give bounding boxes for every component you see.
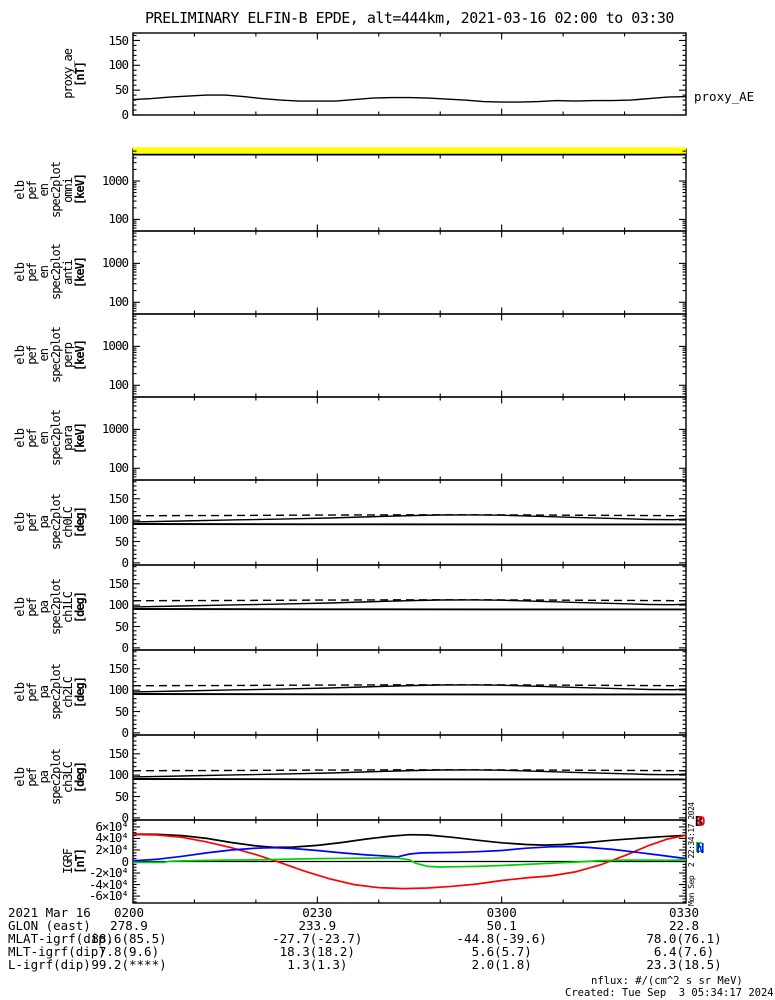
ytick-ch0: 100 — [108, 512, 129, 528]
series-proxy_ae — [132, 94, 687, 103]
series-loss-cone — [132, 684, 687, 693]
time-tick-label: 0300 — [486, 905, 517, 920]
series-anti-loss-cone — [132, 769, 687, 772]
ytick-proxy: 150 — [108, 32, 129, 48]
series-n — [132, 845, 687, 862]
ytick-ch0: 0 — [121, 554, 129, 570]
ytick-ch1: 150 — [108, 575, 129, 591]
omni-saturated-band — [133, 147, 686, 156]
created-timestamp: Created: Tue Sep 3 05:34:17 2024 — [565, 987, 774, 999]
ephemeris-value: 2.0(1.8) — [471, 957, 532, 972]
ephemeris-value: 78.0(76.1) — [646, 931, 722, 946]
ytick-ch1: 0 — [121, 639, 129, 655]
ephemeris-value: 23.3(18.5) — [646, 957, 722, 972]
ephemeris-row-label: MLAT-igrf(dip) — [8, 931, 114, 946]
time-tick-label: 0330 — [668, 905, 700, 920]
ytick-igrf: 4×10⁴ — [95, 830, 129, 846]
ephemeris-value: 1.3(1.3) — [287, 957, 348, 972]
data-curves — [132, 94, 687, 890]
ytick-omni: 100 — [108, 211, 129, 227]
igrf-legend-letter-N: N — [696, 842, 705, 857]
ytick-ch0: 50 — [114, 533, 129, 549]
ytick-igrf: -2×10⁴ — [88, 865, 129, 880]
ephemeris-value: 233.9 — [298, 918, 337, 933]
ephemeris-value: 99.2(****) — [91, 957, 167, 972]
ephemeris-value: 22.8 — [668, 918, 700, 933]
ephemeris-value: 18.3(18.2) — [279, 944, 355, 959]
ytick-perp: 100 — [108, 377, 129, 393]
ytick-ch2: 0 — [121, 724, 129, 740]
ephemeris-value: 7.8(9.6) — [98, 944, 160, 959]
series-anti-loss-cone — [132, 514, 687, 517]
ephemeris-row-label: MLT-igrf(dip) — [8, 944, 106, 959]
ytick-anti: 100 — [108, 294, 129, 310]
plot-title: PRELIMINARY ELFIN-B EPDE, alt=444km, 202… — [145, 9, 674, 27]
ephemeris-value: 6.4(7.6) — [653, 944, 715, 959]
series-anti-loss-cone — [132, 599, 687, 602]
ytick-ch1: 100 — [108, 597, 129, 613]
ytick-proxy: 100 — [108, 57, 129, 73]
series-d — [132, 833, 687, 890]
igrf-legend-letter-B: B — [695, 815, 703, 830]
ephemeris-value: 5.6(5.7) — [471, 944, 532, 959]
ytick-igrf: 6×10⁴ — [95, 818, 129, 834]
series-b — [132, 833, 687, 849]
ytick-para: 100 — [108, 460, 129, 476]
ytick-ch2: 50 — [114, 703, 129, 719]
ephemeris-value: 50.1 — [486, 918, 517, 933]
ytick-ch2: 100 — [108, 682, 129, 698]
ytick-igrf: 0 — [121, 853, 129, 869]
ytick-igrf: -6×10⁴ — [88, 888, 129, 904]
ytick-ch3: 50 — [114, 788, 129, 804]
series-loss-cone — [132, 769, 687, 778]
time-tick-label: 0230 — [302, 905, 333, 920]
ytick-perp: 1000 — [101, 338, 129, 354]
proxy-ae-right-label: proxy_AE — [694, 89, 755, 104]
ephemeris-value: 88.6(85.5) — [91, 931, 167, 946]
ytick-ch0: 150 — [108, 490, 129, 506]
ytick-anti: 1000 — [101, 255, 129, 271]
ytick-igrf: 2×10⁴ — [95, 842, 129, 857]
ephemeris-value: -44.8(-39.6) — [456, 931, 547, 946]
time-tick-label: 0200 — [113, 905, 145, 920]
ytick-proxy: 50 — [114, 82, 129, 98]
series-loss-cone — [132, 599, 687, 608]
series-anti-loss-cone — [132, 684, 687, 687]
ytick-igrf: -4×10⁴ — [88, 876, 129, 892]
igrf-legend-letter-D: D — [697, 815, 706, 830]
ephemeris-value: -27.7(-23.7) — [272, 931, 363, 946]
ytick-proxy: 0 — [121, 107, 129, 122]
series-e — [133, 857, 687, 868]
ytick-ch3: 100 — [108, 767, 129, 783]
ytick-ch1: 50 — [114, 618, 129, 634]
creation-timestamp-vertical: Mon Sep 2 22:34:17 2024 — [687, 802, 696, 906]
ytick-para: 1000 — [101, 421, 129, 437]
date-label: 2021 Mar 16 — [8, 905, 91, 920]
ytick-ch2: 150 — [108, 660, 129, 676]
ytick-ch3: 0 — [121, 809, 129, 825]
ytick-ch3: 150 — [108, 745, 129, 761]
ephemeris-row-label: L-igrf(dip) — [8, 957, 91, 972]
nflux-units-note: nflux: #/(cm^2 s sr MeV) — [591, 975, 743, 987]
ephemeris-row-label: GLON (east) — [8, 918, 91, 933]
ephemeris-value: 278.9 — [110, 918, 148, 933]
igrf-legend-letter-E: E — [695, 841, 703, 856]
ytick-omni: 1000 — [101, 173, 129, 188]
series-loss-cone — [132, 514, 687, 523]
